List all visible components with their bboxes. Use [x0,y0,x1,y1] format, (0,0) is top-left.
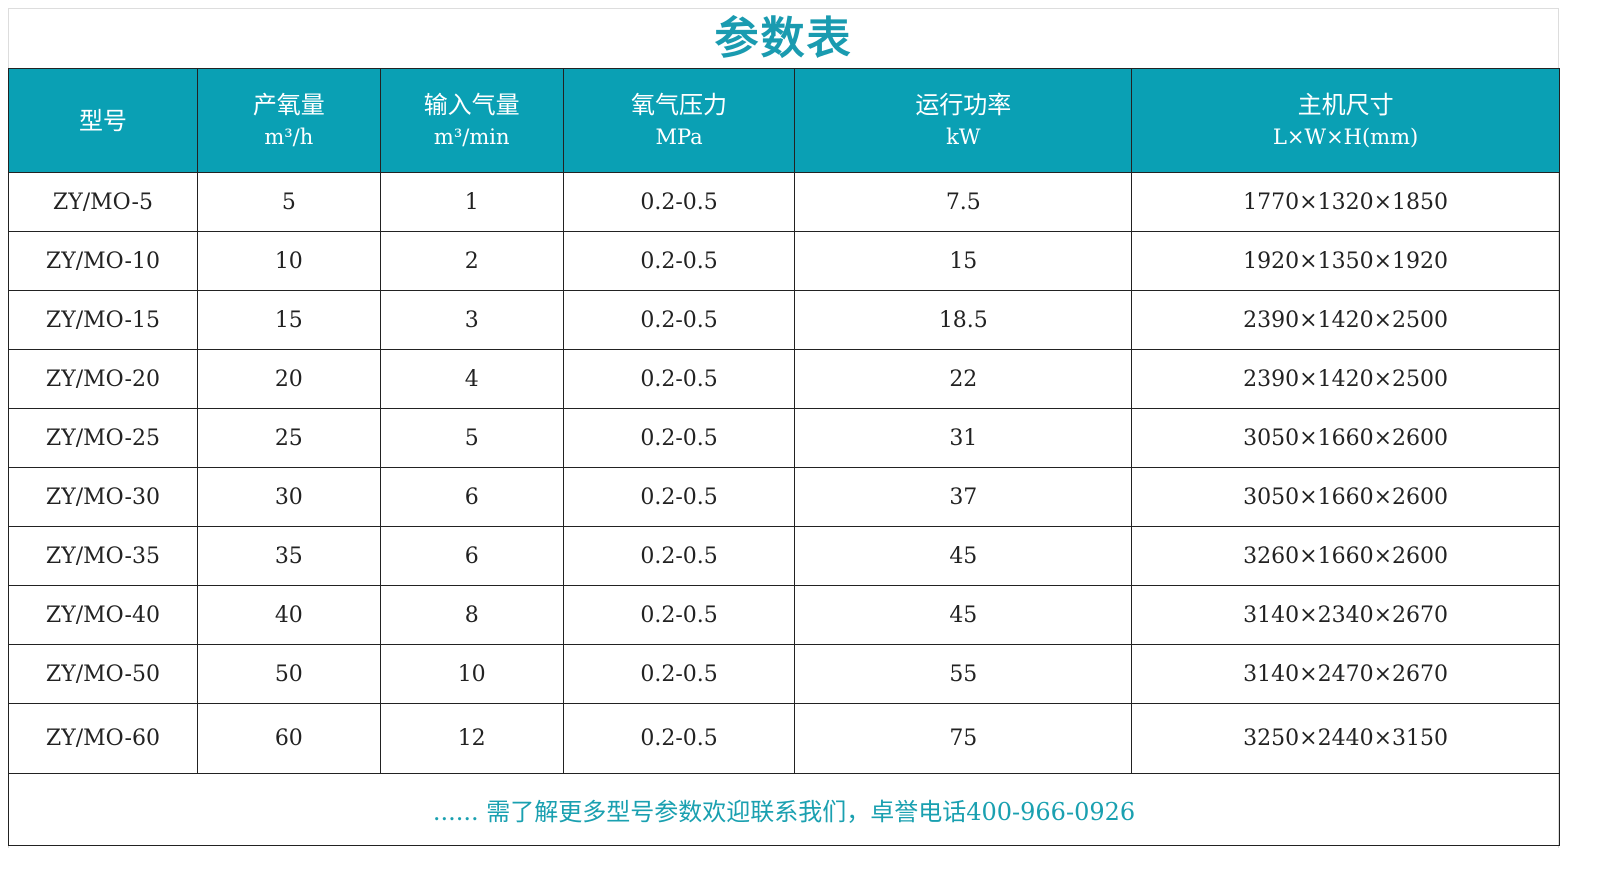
cell-power: 45 [794,585,1133,645]
header-label: 输入气量 [423,90,520,119]
cell-oxygen-pressure: 0.2-0.5 [562,290,796,350]
cell-oxygen-pressure: 0.2-0.5 [562,172,796,232]
table-row: ZY/MO-40 40 8 0.2-0.5 45 3140×2340×2670 [8,585,1560,645]
cell-model: ZY/MO-25 [8,408,198,468]
cell-input-air: 1 [379,172,564,232]
header-label: 主机尺寸 [1297,90,1394,119]
table-row: ZY/MO-35 35 6 0.2-0.5 45 3260×1660×2600 [8,526,1560,586]
cell-model: ZY/MO-30 [8,467,198,527]
cell-oxygen-pressure: 0.2-0.5 [562,408,796,468]
cell-oxygen-pressure: 0.2-0.5 [562,703,796,774]
cell-oxygen-pressure: 0.2-0.5 [562,231,796,291]
cell-dimensions: 1770×1320×1850 [1131,172,1560,232]
header-unit: m³/h [264,124,314,149]
cell-input-air: 5 [379,408,564,468]
cell-model: ZY/MO-60 [8,703,198,774]
header-dimensions: 主机尺寸 L×W×H(mm) [1131,68,1560,173]
cell-input-air: 10 [379,644,564,704]
cell-power: 55 [794,644,1133,704]
header-unit: MPa [655,124,703,149]
cell-oxygen-output: 20 [196,349,381,409]
cell-oxygen-output: 15 [196,290,381,350]
cell-model: ZY/MO-10 [8,231,198,291]
cell-input-air: 3 [379,290,564,350]
header-model: 型号 [8,68,198,173]
cell-dimensions: 2390×1420×2500 [1131,290,1560,350]
cell-input-air: 12 [379,703,564,774]
cell-oxygen-output: 30 [196,467,381,527]
header-label: 氧气压力 [631,90,728,119]
cell-oxygen-output: 5 [196,172,381,232]
cell-dimensions: 3050×1660×2600 [1131,467,1560,527]
cell-input-air: 6 [379,526,564,586]
cell-oxygen-output: 40 [196,585,381,645]
table-row: ZY/MO-15 15 3 0.2-0.5 18.5 2390×1420×2500 [8,290,1560,350]
cell-oxygen-output: 60 [196,703,381,774]
cell-dimensions: 1920×1350×1920 [1131,231,1560,291]
header-unit: kW [946,124,981,149]
header-unit: m³/min [433,124,510,149]
cell-dimensions: 3140×2340×2670 [1131,585,1560,645]
cell-dimensions: 3140×2470×2670 [1131,644,1560,704]
header-label: 产氧量 [252,90,325,119]
header-label: 型号 [78,106,127,135]
cell-model: ZY/MO-5 [8,172,198,232]
cell-power: 7.5 [794,172,1133,232]
cell-model: ZY/MO-15 [8,290,198,350]
cell-model: ZY/MO-35 [8,526,198,586]
cell-power: 37 [794,467,1133,527]
cell-oxygen-pressure: 0.2-0.5 [562,585,796,645]
cell-power: 45 [794,526,1133,586]
cell-oxygen-pressure: 0.2-0.5 [562,526,796,586]
header-oxygen-output: 产氧量 m³/h [196,68,381,173]
cell-input-air: 2 [379,231,564,291]
cell-dimensions: 2390×1420×2500 [1131,349,1560,409]
header-unit: L×W×H(mm) [1272,124,1419,149]
cell-power: 31 [794,408,1133,468]
cell-model: ZY/MO-20 [8,349,198,409]
cell-oxygen-output: 25 [196,408,381,468]
cell-oxygen-pressure: 0.2-0.5 [562,644,796,704]
header-label: 运行功率 [915,90,1012,119]
cell-power: 22 [794,349,1133,409]
page-title: 参数表 [714,13,853,64]
cell-power: 18.5 [794,290,1133,350]
cell-oxygen-output: 35 [196,526,381,586]
cell-power: 75 [794,703,1133,774]
cell-input-air: 6 [379,467,564,527]
cell-input-air: 8 [379,585,564,645]
header-oxygen-pressure: 氧气压力 MPa [562,68,796,173]
cell-dimensions: 3050×1660×2600 [1131,408,1560,468]
header-input-air: 输入气量 m³/min [379,68,564,173]
header-power: 运行功率 kW [794,68,1133,173]
cell-oxygen-output: 10 [196,231,381,291]
cell-model: ZY/MO-40 [8,585,198,645]
table-row: ZY/MO-10 10 2 0.2-0.5 15 1920×1350×1920 [8,231,1560,291]
cell-dimensions: 3250×2440×3150 [1131,703,1560,774]
table-row: ZY/MO-50 50 10 0.2-0.5 55 3140×2470×2670 [8,644,1560,704]
table-row: ZY/MO-20 20 4 0.2-0.5 22 2390×1420×2500 [8,349,1560,409]
table-row: ZY/MO-25 25 5 0.2-0.5 31 3050×1660×2600 [8,408,1560,468]
cell-oxygen-pressure: 0.2-0.5 [562,467,796,527]
header-row: 型号 产氧量 m³/h 输入气量 m³/min 氧气压力 MPa 运行功率 kW 主机尺寸 L×W×… [8,68,1560,173]
cell-power: 15 [794,231,1133,291]
cell-model: ZY/MO-50 [8,644,198,704]
parameter-table: 型号 产氧量 m³/h 输入气量 m³/min 氧气压力 MPa 运行功率 kW 主机尺寸 L×W×… [8,68,1560,846]
cell-input-air: 4 [379,349,564,409]
table-row: ZY/MO-30 30 6 0.2-0.5 37 3050×1660×2600 [8,467,1560,527]
table-row: ZY/MO-5 5 1 0.2-0.5 7.5 1770×1320×1850 [8,172,1560,232]
table-row: ZY/MO-60 60 12 0.2-0.5 75 3250×2440×3150 [8,703,1560,774]
cell-oxygen-pressure: 0.2-0.5 [562,349,796,409]
cell-dimensions: 3260×1660×2600 [1131,526,1560,586]
contact-footer: ...... 需了解更多型号参数欢迎联系我们，卓誉电话400-966-0926 [8,773,1560,846]
cell-oxygen-output: 50 [196,644,381,704]
